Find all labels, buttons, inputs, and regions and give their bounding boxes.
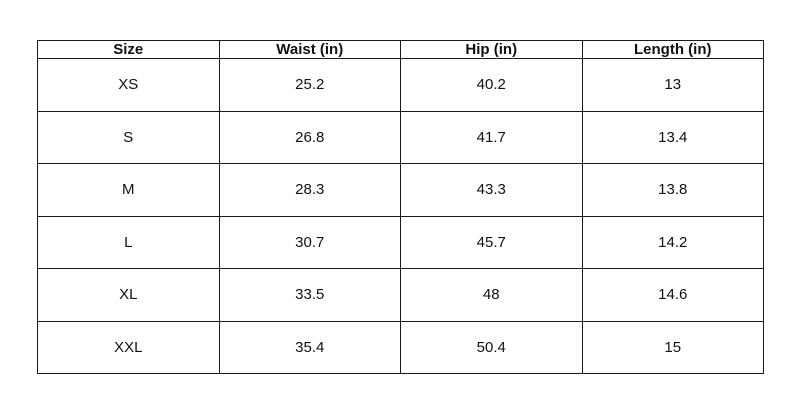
column-header-hip: Hip (in) xyxy=(400,40,583,59)
length-cell: 14.6 xyxy=(581,268,764,322)
hip-cell: 40.2 xyxy=(400,58,583,112)
column-header-waist: Waist (in) xyxy=(218,40,401,59)
size-cell: XL xyxy=(37,268,220,322)
waist-cell: 30.7 xyxy=(218,215,401,269)
waist-cell: 25.2 xyxy=(218,58,401,112)
length-cell: 13 xyxy=(581,58,764,112)
table-row: XL 33.5 48 14.6 xyxy=(37,268,764,322)
waist-cell: 28.3 xyxy=(218,163,401,217)
table-header: Size Waist (in) Hip (in) Length (in) xyxy=(37,40,764,59)
size-cell: S xyxy=(37,110,220,164)
header-row: Size Waist (in) Hip (in) Length (in) xyxy=(37,40,764,59)
waist-cell: 35.4 xyxy=(218,320,401,374)
length-cell: 14.2 xyxy=(581,215,764,269)
size-cell: XS xyxy=(37,58,220,112)
table-row: L 30.7 45.7 14.2 xyxy=(37,215,764,269)
size-cell: L xyxy=(37,215,220,269)
hip-cell: 48 xyxy=(400,268,583,322)
table-row: XXL 35.4 50.4 15 xyxy=(37,320,764,374)
table-row: XS 25.2 40.2 13 xyxy=(37,58,764,112)
length-cell: 15 xyxy=(581,320,764,374)
table-body: XS 25.2 40.2 13 S 26.8 41.7 13.4 M 28.3 … xyxy=(37,58,764,374)
waist-cell: 26.8 xyxy=(218,110,401,164)
column-header-length: Length (in) xyxy=(581,40,764,59)
waist-cell: 33.5 xyxy=(218,268,401,322)
hip-cell: 50.4 xyxy=(400,320,583,374)
hip-cell: 43.3 xyxy=(400,163,583,217)
hip-cell: 41.7 xyxy=(400,110,583,164)
table-row: S 26.8 41.7 13.4 xyxy=(37,110,764,164)
table-row: M 28.3 43.3 13.8 xyxy=(37,163,764,217)
length-cell: 13.8 xyxy=(581,163,764,217)
column-header-size: Size xyxy=(37,40,220,59)
length-cell: 13.4 xyxy=(581,110,764,164)
hip-cell: 45.7 xyxy=(400,215,583,269)
size-cell: XXL xyxy=(37,320,220,374)
size-chart-table: Size Waist (in) Hip (in) Length (in) XS … xyxy=(37,40,764,374)
size-cell: M xyxy=(37,163,220,217)
